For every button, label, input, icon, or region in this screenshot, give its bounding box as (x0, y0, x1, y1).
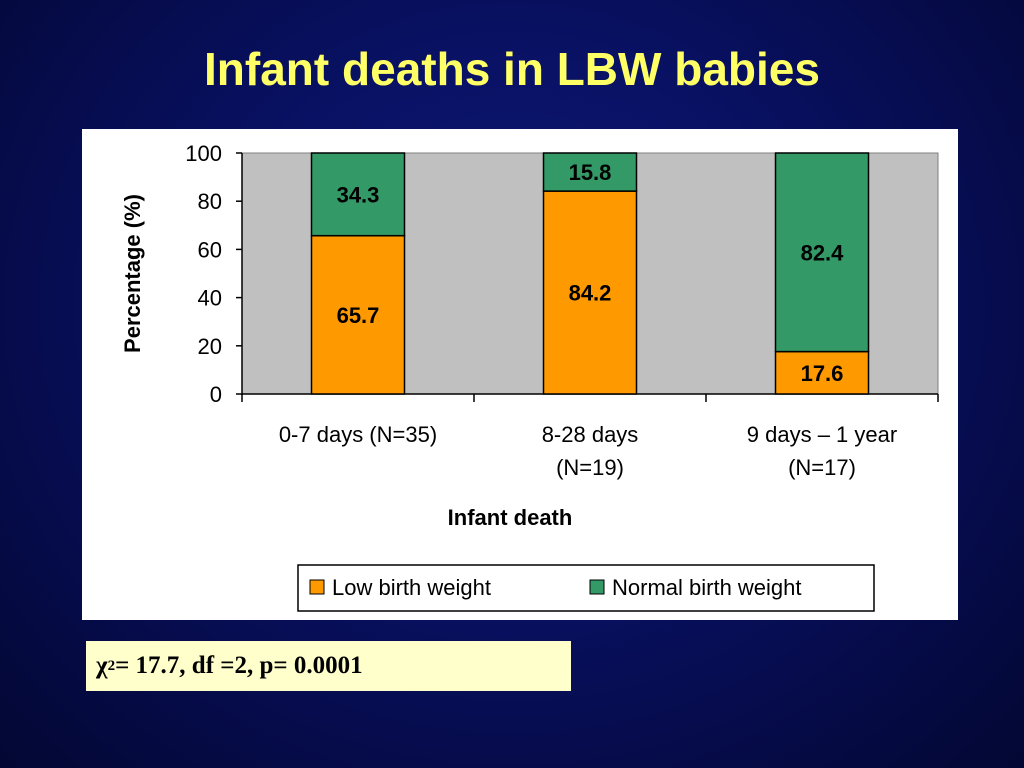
legend-label: Normal birth weight (612, 575, 802, 600)
y-tick-label: 20 (198, 334, 222, 359)
legend-swatch (589, 579, 605, 595)
bar-segment (542, 152, 638, 192)
legend-box (297, 564, 875, 612)
legend-swatch (309, 579, 325, 595)
chart-panel: 0 20 40 60 80 100 65.7 34.3 0-7 days (N=35) 84.2 1… (82, 129, 958, 620)
x-tick-label: 0-7 days (N=35) (279, 422, 437, 447)
x-tick-label: (N=19) (556, 455, 624, 480)
data-label: 17.6 (801, 361, 844, 386)
stacked-bar-chart: 0 20 40 60 80 100 65.7 34.3 0-7 days (N=35) 84.2 1… (120, 141, 939, 612)
x-tick-label: (N=17) (788, 455, 856, 480)
x-axis-title: Infant death (448, 505, 573, 530)
y-tick-label: 100 (185, 141, 222, 166)
data-label: 84.2 (569, 281, 612, 306)
bar-segment (310, 152, 406, 237)
slide-title: Infant deaths in LBW babies (204, 43, 820, 95)
y-tick-label: 80 (198, 189, 222, 214)
y-tick-label: 40 (198, 286, 222, 311)
data-label: 15.8 (569, 160, 612, 185)
y-tick-label: 60 (198, 237, 222, 262)
chi-exponent: 2 (107, 657, 116, 674)
y-tick-label: 0 (210, 382, 222, 407)
chi-square-text: = 17.7, df =2, p= 0.0001 (115, 652, 363, 679)
data-label: 65.7 (337, 303, 380, 328)
x-tick-label: 9 days – 1 year (747, 422, 897, 447)
chi-symbol: χ (96, 652, 108, 679)
legend-label: Low birth weight (332, 575, 491, 600)
bar-segment (774, 152, 870, 353)
data-label: 34.3 (337, 182, 380, 207)
bar-segment (774, 350, 870, 395)
x-tick-label: 8-28 days (542, 422, 639, 447)
y-axis-title: Percentage (%) (120, 194, 145, 353)
data-label: 82.4 (801, 240, 845, 265)
